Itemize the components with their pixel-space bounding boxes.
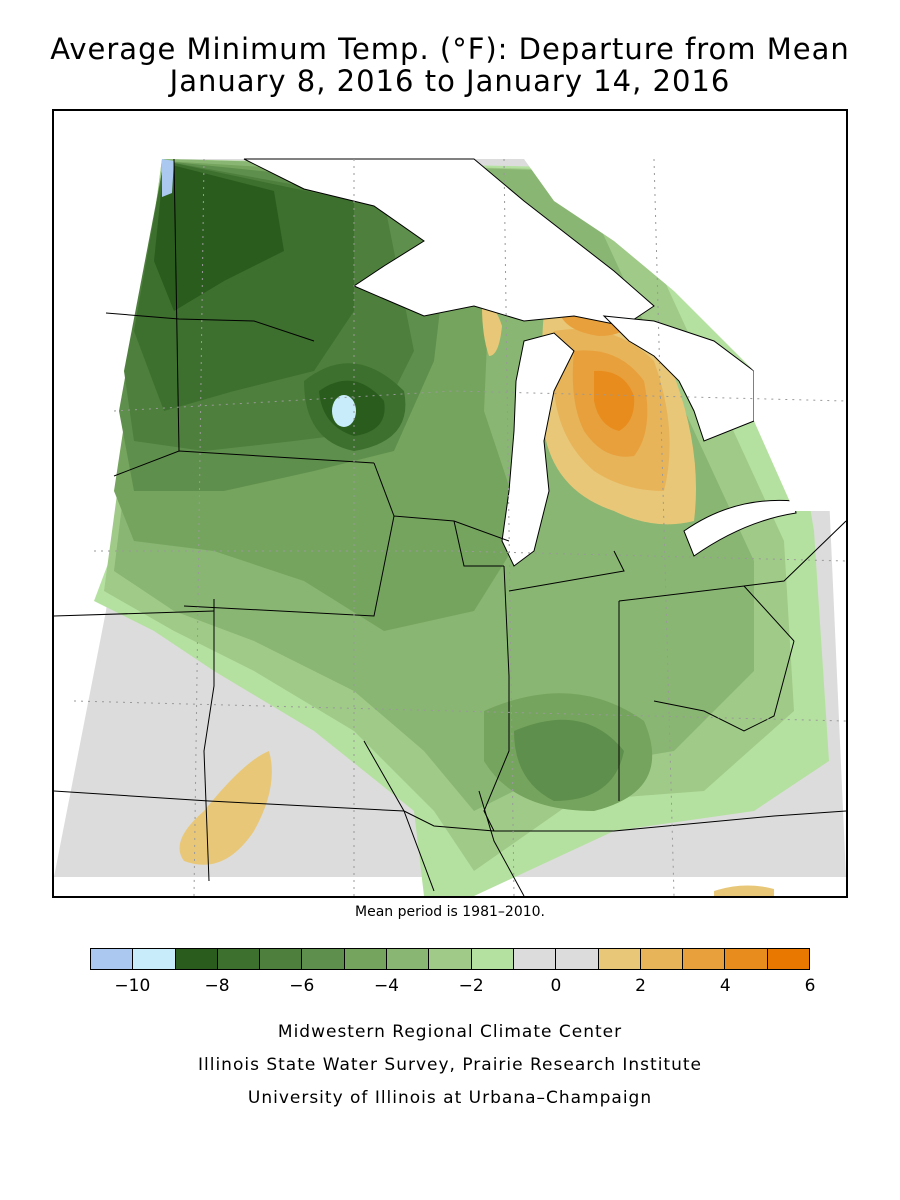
- zone-plus-southeast: [714, 885, 774, 896]
- upper-right-landmass: [524, 159, 846, 511]
- legend-tick-label: −2: [458, 976, 484, 996]
- legend-bar: [90, 948, 811, 970]
- temperature-departure-map: [52, 109, 848, 898]
- legend-swatch: [301, 948, 345, 970]
- legend-swatch: [259, 948, 303, 970]
- legend-tick-label: −8: [204, 976, 230, 996]
- legend-swatch: [90, 948, 134, 970]
- legend-tick-label: 0: [550, 976, 562, 996]
- legend-tick-label: 2: [635, 976, 646, 996]
- lake-erie: [683, 499, 797, 557]
- mean-period-note: Mean period is 1981–2010.: [355, 904, 545, 920]
- legend-tick-label: −10: [114, 976, 151, 996]
- legend-swatch: [428, 948, 472, 970]
- legend-tick-label: 4: [719, 976, 731, 996]
- zone-plus-kansas: [179, 751, 272, 865]
- lake-superior: [243, 158, 655, 327]
- map-date-range: January 8, 2016 to January 14, 2016: [169, 64, 731, 98]
- legend-swatch: [216, 948, 261, 970]
- state-boundaries: [54, 158, 846, 896]
- credit-uiuc: University of Illinois at Urbana–Champai…: [247, 1088, 653, 1108]
- legend-tick-label: −4: [373, 976, 399, 996]
- legend-swatch: [512, 948, 557, 970]
- zone-minus-10-north: [162, 159, 174, 197]
- legend-swatch: [470, 948, 514, 970]
- legend-swatch: [597, 948, 641, 970]
- zone-minus-8: [154, 163, 284, 311]
- map-title: Average Minimum Temp. (°F): Departure fr…: [50, 32, 850, 66]
- legend-swatch: [639, 948, 684, 970]
- lake-michigan: [501, 332, 575, 567]
- legend-swatch: [682, 948, 726, 970]
- legend-swatch: [386, 948, 430, 970]
- graticule: [73, 158, 846, 896]
- legend-swatch: [132, 948, 176, 970]
- credit-isws: Illinois State Water Survey, Prairie Res…: [198, 1055, 702, 1075]
- lake-huron: [602, 315, 755, 442]
- legend-swatch: [343, 948, 388, 970]
- legend-swatch: [766, 948, 811, 970]
- color-legend: −10 −8 −6 −4 −2 0 2 4 6: [90, 948, 815, 1008]
- zone-plus-wisconsin-small: [482, 305, 502, 356]
- zone-plus-4: [594, 370, 635, 431]
- legend-tick-label: 6: [804, 976, 816, 996]
- legend-swatch: [724, 948, 768, 970]
- legend-swatch: [555, 948, 599, 970]
- zone-minus-10-wisconsin: [332, 395, 356, 427]
- legend-swatch: [174, 948, 218, 970]
- zone-minus-5-kentucky: [514, 719, 624, 801]
- credit-mrcc: Midwestern Regional Climate Center: [277, 1022, 623, 1042]
- legend-tick-label: −6: [289, 976, 315, 996]
